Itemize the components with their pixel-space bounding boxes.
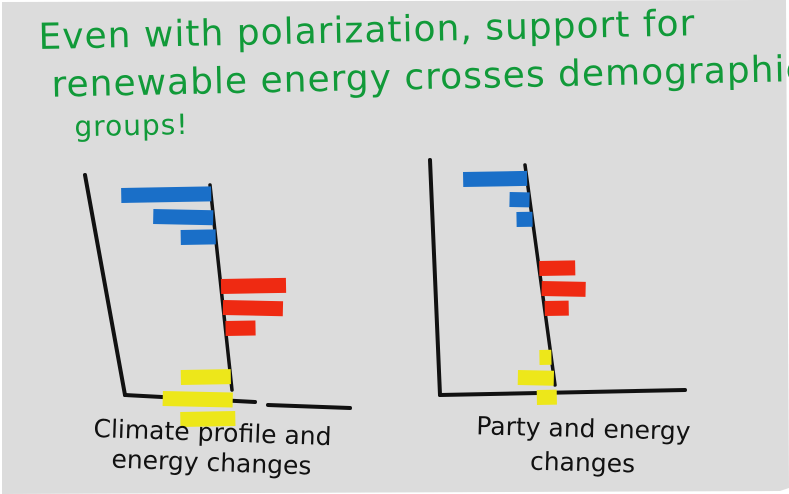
bar-left-group-1-2 xyxy=(153,209,214,226)
caption-right-line-1: Party and energy xyxy=(476,411,691,446)
bar-left-group-2-3 xyxy=(225,320,256,336)
bar-left-group-1-1 xyxy=(121,186,212,203)
x-axis-right xyxy=(438,388,687,397)
sketch-title: Even with polarization, support for rene… xyxy=(38,0,789,152)
x-axis-extension-left xyxy=(266,403,352,410)
bar-right-group-2-2 xyxy=(541,281,586,297)
bar-right-group-1-2 xyxy=(509,192,530,208)
chart-caption-right: Party and energy changes xyxy=(447,408,719,483)
bar-right-group-1-3 xyxy=(516,211,533,227)
y-axis-left xyxy=(83,173,127,397)
bar-left-group-3-1 xyxy=(180,369,231,385)
bar-right-group-2-1 xyxy=(539,260,576,276)
bar-left-group-3-2 xyxy=(162,390,233,408)
bar-left-group-1-3 xyxy=(180,229,216,245)
chart-caption-left: Climate profile and energy changes xyxy=(61,413,363,483)
bar-left-group-2-1 xyxy=(220,277,287,294)
bar-right-group-3-3 xyxy=(536,389,557,405)
zero-line-left xyxy=(208,183,234,392)
caption-right-line-2: changes xyxy=(529,446,636,479)
bar-left-group-3-3 xyxy=(180,411,236,427)
y-axis-right xyxy=(428,158,442,397)
bar-right-group-3-2 xyxy=(517,370,554,386)
charts-layer xyxy=(83,158,687,427)
bar-right-group-2-3 xyxy=(544,300,569,316)
bar-left-group-2-2 xyxy=(222,299,284,317)
bar-right-group-1-1 xyxy=(463,170,528,187)
bar-right-group-3-1 xyxy=(539,349,552,365)
